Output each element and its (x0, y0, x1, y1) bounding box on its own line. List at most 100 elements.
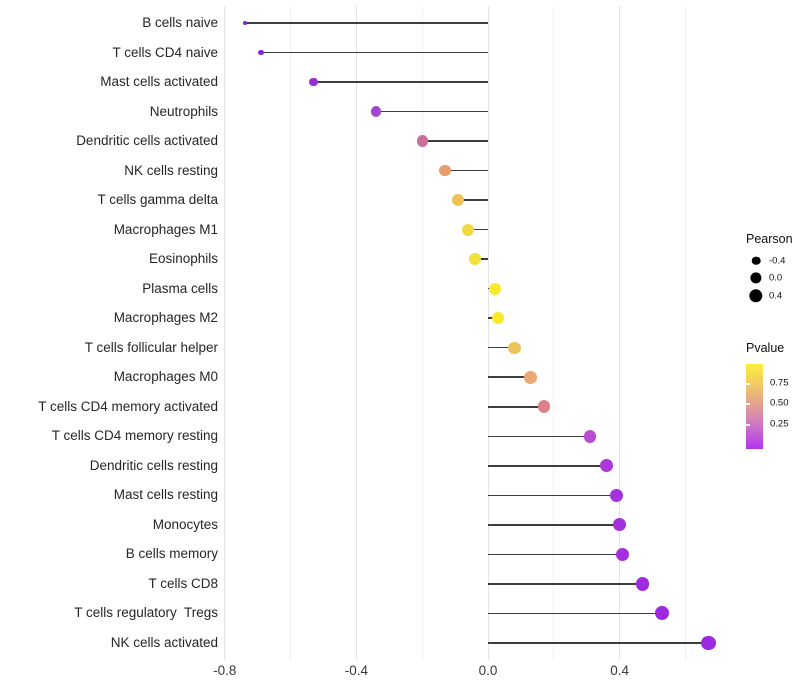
y-axis-category-label: Mast cells activated (100, 74, 218, 90)
pvalue-tick-label: 0.75 (770, 377, 789, 389)
lollipop-dot (242, 21, 247, 25)
lollipop-stem (488, 642, 709, 644)
x-axis-tick-label: 0.0 (478, 663, 498, 678)
minor-gridline (290, 6, 292, 660)
lollipop-stem (313, 81, 488, 83)
x-axis-tick-label: 0.4 (610, 663, 629, 678)
lollipop-dot (537, 400, 551, 414)
size-legend-entry: 0.4 (746, 287, 800, 305)
minor-gridline (684, 6, 686, 660)
y-axis-category-label: Dendritic cells resting (89, 457, 218, 473)
y-axis-category-label: T cells follicular helper (84, 339, 218, 355)
lollipop-stem (468, 228, 488, 231)
lollipop-dot (462, 223, 475, 236)
lollipop-dot (524, 370, 538, 384)
y-axis-category-label: B cells naive (142, 15, 218, 30)
minor-gridline (553, 6, 555, 660)
lollipop-stem (376, 110, 488, 113)
lollipop-dot (616, 547, 630, 561)
x-axis-tick-label: -0.8 (213, 663, 237, 678)
size-legend-dot (749, 289, 763, 303)
y-axis-category-label: Macrophages M2 (113, 310, 218, 326)
y-axis-category-label: Macrophages M1 (113, 221, 218, 237)
lollipop-dot (635, 577, 650, 591)
lollipop-stem (422, 140, 488, 142)
y-axis-category-label: Monocytes (152, 516, 218, 532)
lollipop-stem (488, 435, 590, 438)
pvalue-bar-tick (746, 383, 750, 385)
size-legend-entry: -0.4 (746, 252, 800, 270)
size-legend-entries: -0.4 0.0 0.4 (746, 252, 800, 305)
lollipop-dot (452, 194, 465, 207)
pvalue-gradient-bar (746, 363, 763, 449)
lollipop-dot (599, 459, 613, 473)
y-axis-category-label: Macrophages M0 (113, 369, 218, 385)
y-axis-category-label: Neutrophils (149, 103, 218, 119)
lollipop-stem (488, 465, 607, 467)
lollipop-stem (488, 406, 544, 408)
lollipop-stem (488, 346, 515, 349)
legend: Pearson -0.4 0.0 0.4 Pvalue 0.75 0.50 0.25 (746, 232, 800, 449)
size-legend-dot (751, 256, 761, 266)
color-legend-title: Pvalue (746, 340, 785, 355)
lollipop-stem (488, 583, 643, 585)
y-axis-category-label: T cells CD8 (148, 575, 218, 591)
y-axis-category-label: Eosinophils (148, 251, 218, 267)
y-axis-category-label: B cells memory (125, 546, 218, 562)
y-axis-category-label: Dendritic cells activated (76, 133, 218, 149)
size-legend-entry: 0.0 (746, 270, 800, 288)
major-gridline (487, 6, 489, 660)
y-axis-category-label: NK cells resting (124, 162, 218, 178)
lollipop-stem (474, 258, 488, 260)
y-axis-category-label: Plasma cells (142, 280, 218, 296)
major-gridline (619, 6, 621, 660)
lollipop-dot (655, 606, 670, 621)
lollipop-dot (439, 164, 452, 177)
color-legend: Pvalue 0.75 0.50 0.25 (746, 341, 800, 449)
pvalue-bar-tick (746, 424, 750, 426)
pvalue-tick-label: 0.25 (770, 418, 789, 430)
major-gridline (355, 6, 357, 660)
y-axis-category-label: T cells regulatory Tregs (74, 605, 218, 621)
lollipop-stem (488, 524, 620, 526)
plot-panel (222, 6, 737, 660)
size-legend-label: 0.0 (769, 272, 783, 284)
size-legend-title: Pearson (746, 232, 793, 246)
lollipop-dot (609, 488, 623, 502)
lollipop-stem (458, 199, 488, 201)
lollipop-dot (491, 312, 504, 325)
lollipop-stem (488, 494, 617, 497)
y-axis-category-label: T cells CD4 memory resting (51, 428, 218, 444)
y-axis-category-label: T cells gamma delta (97, 192, 218, 208)
lollipop-stem (488, 553, 623, 556)
pvalue-tick-label: 0.50 (770, 397, 789, 409)
y-axis-labels: B cells naive T cells CD4 naive Mast cells… (0, 6, 218, 660)
minor-gridline (421, 6, 423, 660)
color-legend-gradient-wrap: 0.75 0.50 0.25 (746, 363, 800, 449)
lollipop-stem (260, 51, 488, 54)
x-axis: -0.8 -0.4 0.0 0.4 (0, 663, 800, 683)
x-axis-tick-label: -0.4 (344, 663, 369, 678)
y-axis-category-label: T cells CD4 memory activated (38, 398, 218, 414)
lollipop-stem (445, 169, 488, 172)
lollipop-dot (468, 253, 481, 266)
lollipop-dot (583, 429, 597, 443)
lollipop-dot (309, 77, 318, 87)
lollipop-dot (613, 518, 627, 532)
lollipop-stem (244, 22, 488, 24)
lollipop-dot (370, 106, 382, 117)
size-legend-label: 0.4 (769, 290, 783, 302)
lollipop-dot (416, 135, 428, 147)
pvalue-bar-tick (746, 403, 750, 405)
y-axis-category-label: Mast cells resting (113, 487, 218, 503)
lollipop-dot (488, 282, 501, 295)
size-legend-dot (750, 272, 762, 284)
lollipop-dot (258, 49, 264, 56)
size-legend-label: -0.4 (769, 255, 786, 267)
lollipop-stem (488, 612, 663, 615)
y-axis-category-label: T cells CD4 naive (112, 44, 218, 60)
major-gridline (224, 6, 226, 660)
lollipop-dot (508, 341, 521, 354)
lollipop-stem (488, 376, 531, 378)
